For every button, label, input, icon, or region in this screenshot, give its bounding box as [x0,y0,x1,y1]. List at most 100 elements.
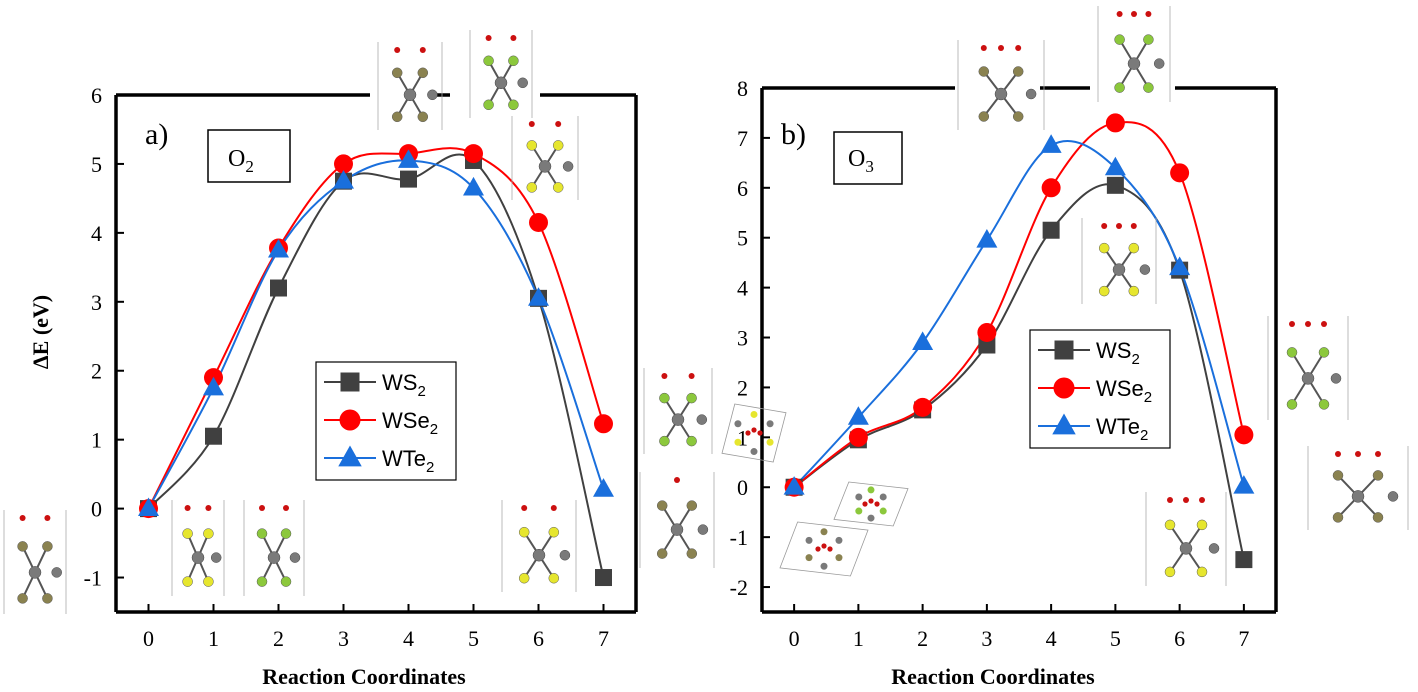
y-tick-label: 4 [737,276,748,301]
tungsten-atom [494,76,508,90]
chalcogen-atom [1114,82,1125,93]
chalcogen-atom [526,140,538,151]
legend-label-sub: 2 [426,459,434,476]
y-tick-label: 2 [737,375,748,400]
inset-b-7a [1267,316,1349,420]
series-line-wse2 [793,121,1245,489]
panel-a-xlabel: Reaction Coordinates [262,664,466,689]
oxygen-atom [283,505,289,511]
x-tick-label: 3 [981,626,992,651]
legend-label-sub: 2 [430,421,438,438]
panel-a-gas-box [207,129,291,183]
y-tick-label: 3 [737,326,748,351]
oxygen-atom [661,373,668,379]
panel-b-series [783,113,1255,569]
data-point-ws2 [400,170,417,188]
chalcogen-atom [1372,470,1384,481]
data-point-wte2 [1104,156,1126,176]
oxygen-atom [485,35,492,41]
data-point-wse2 [1234,425,1254,445]
legend-label-sub: 2 [1131,351,1139,368]
panel-b-gas-sub: 3 [865,157,874,176]
oxygen-atom [205,505,212,511]
y-tick-label: 0 [737,475,748,500]
chalcogen-atom [1012,111,1024,122]
inset-a-1 [171,500,225,596]
inset-b-5 [1097,6,1171,102]
tungsten-atom [696,414,708,425]
oxygen-atom [1183,497,1189,503]
chalcogen-atom [1196,519,1208,531]
panel-a-gas-base: O [228,146,245,172]
tungsten-atom [1112,263,1126,276]
chalcogen-atom [552,182,564,193]
chalcogen-atom [508,99,519,111]
x-tick-label: 2 [917,626,928,651]
chalcogen-atom [1098,242,1110,254]
chalcogen-atom [1114,34,1125,45]
inset-a-2 [243,500,305,596]
data-point-wte2 [912,331,934,350]
tungsten-atom [671,413,685,426]
oxygen-atom [528,121,535,127]
atom [766,438,774,446]
legend-label-base: WSe [382,408,430,433]
x-tick-label: 7 [1238,626,1249,651]
oxygen-atom [1116,11,1123,17]
series-line-ws2 [147,153,605,578]
tungsten-atom [1330,373,1342,384]
data-point-wse2 [334,154,353,174]
legend-label: WSe2 [1096,376,1152,406]
oxygen-atom [745,430,751,436]
oxygen-atom [1101,223,1108,229]
x-tick-label: 0 [789,626,800,651]
panel-a-label: a) [145,118,168,151]
chalcogen-atom [659,392,670,404]
atom [879,507,887,515]
oxygen-atom [1289,321,1295,327]
data-point-wte2 [1169,256,1191,276]
data-point-ws2 [595,569,612,587]
atom [855,507,863,515]
chalcogen-atom [1098,285,1110,297]
inset-b-4 [957,40,1045,130]
inset-a-4 [377,42,443,130]
chalcogen-atom [1164,566,1176,578]
series-line-ws2 [793,183,1245,560]
chalcogen-atom [256,528,268,539]
tungsten-atom [532,548,546,562]
oxygen-atom [821,543,827,549]
legend-label: WTe2 [1096,414,1148,444]
atom [734,438,742,446]
x-tick-label: 0 [143,626,154,651]
chalcogen-atom [182,528,193,539]
inset-a-5b [511,116,579,200]
chalcogen-atom [1318,399,1330,410]
chalcogen-atom [548,526,560,538]
chalcogen-atom [1128,242,1140,254]
chalcogen-atom [526,182,538,193]
x-tick-label: 7 [598,626,609,651]
legend-label-base: WSe [1096,376,1144,401]
inset-b-5b [1081,218,1157,304]
panel-a-frame [114,93,638,614]
data-point-wse2 [913,397,933,417]
chalcogen-atom [1286,399,1298,410]
tungsten-atom [1139,264,1151,275]
tungsten-atom [1179,542,1193,555]
oxygen-atom [674,477,680,483]
chalcogen-atom [978,111,990,122]
tungsten-atom [697,524,709,535]
y-tick-label: 6 [737,176,748,201]
panel-a-ylabel: ΔE (eV) [28,295,53,369]
atom [867,514,875,522]
data-point-wte2 [1040,134,1062,153]
atom [879,493,887,501]
panel-b-gas-label: O3 [848,146,874,176]
unit-cell-outline [779,521,869,577]
y-tick-label: 2 [91,359,102,384]
chalcogen-atom [686,392,697,404]
oxygen-atom [1375,451,1381,457]
inset-a-6 [501,500,577,592]
x-tick-label: 6 [533,626,544,651]
